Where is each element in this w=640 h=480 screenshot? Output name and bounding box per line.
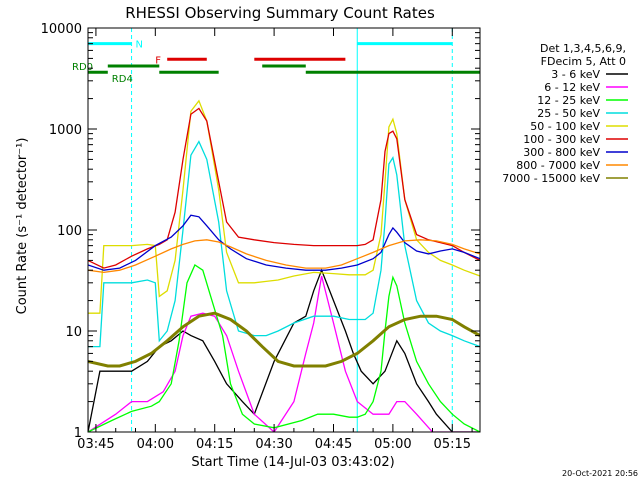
legend-label-2: 12 - 25 keV <box>537 94 600 107</box>
y-axis-ticks: 1 10 100 1000 10000 <box>41 22 480 441</box>
legend-header-line-2: FDecim 5, Att 0 <box>541 55 626 68</box>
x-tick-label: 04:30 <box>255 437 292 452</box>
chart-title: RHESSI Observing Summary Count Rates <box>125 4 435 22</box>
state-bars: N F RD0 RD4 <box>72 40 480 85</box>
series-line-1 <box>88 275 480 432</box>
x-tick-label: 04:00 <box>137 437 174 452</box>
legend-label-6: 300 - 800 keV <box>523 146 600 159</box>
legend-label-4: 50 - 100 keV <box>530 120 600 133</box>
x-tick-label: 04:15 <box>196 437 233 452</box>
x-tick-label: 03:45 <box>77 437 114 452</box>
y-axis-label: Count Rate (s⁻¹ detector⁻¹) <box>15 138 30 315</box>
state-bar-label-rd0: RD0 <box>72 62 93 73</box>
state-bar-label-rd4: RD4 <box>112 74 133 85</box>
series-line-6 <box>88 214 480 271</box>
state-bar-label-n: N <box>136 40 143 51</box>
legend-label-3: 25 - 50 keV <box>537 107 600 120</box>
legend-header-line-1: Det 1,3,4,5,6,9, <box>540 42 626 55</box>
night-boundary-lines <box>131 28 453 432</box>
x-tick-label: 05:00 <box>374 437 411 452</box>
x-axis-ticks: 03:45 04:00 04:15 04:30 04:45 05:00 05:15 <box>77 28 473 452</box>
series-line-7 <box>88 239 480 274</box>
timestamp: 20-Oct-2021 20:56 <box>562 469 638 478</box>
legend-label-0: 3 - 6 keV <box>551 68 600 81</box>
state-bar-label-f: F <box>155 55 161 66</box>
y-tick-label: 100 <box>57 224 82 239</box>
series-line-8 <box>88 311 480 368</box>
x-axis-label: Start Time (14-Jul-03 03:43:02) <box>191 455 394 470</box>
legend-label-5: 100 - 300 keV <box>523 133 600 146</box>
legend-label-8: 7000 - 15000 keV <box>502 172 600 185</box>
series-line-2 <box>88 264 480 432</box>
x-tick-label: 05:15 <box>434 437 471 452</box>
series-line-3 <box>88 140 480 348</box>
x-tick-label: 04:45 <box>315 437 352 452</box>
y-tick-label: 1000 <box>49 123 82 138</box>
series-lines <box>88 99 480 432</box>
legend: Det 1,3,4,5,6,9, FDecim 5, Att 0 3 - 6 k… <box>502 42 628 185</box>
series-line-4 <box>88 99 480 314</box>
y-tick-label: 1 <box>74 426 82 441</box>
y-tick-label: 10000 <box>41 22 82 37</box>
legend-label-7: 800 - 7000 keV <box>516 159 600 172</box>
y-tick-label: 10 <box>65 325 82 340</box>
legend-label-1: 6 - 12 keV <box>544 81 600 94</box>
